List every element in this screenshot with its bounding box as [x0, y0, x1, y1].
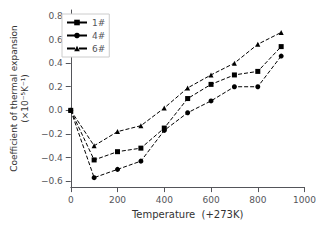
svg-text:1000: 1000: [293, 195, 316, 205]
svg-text:600: 600: [202, 195, 219, 205]
svg-text:4#: 4#: [92, 31, 105, 41]
svg-text:1#: 1#: [92, 18, 105, 28]
svg-text:0.8: 0.8: [48, 11, 63, 21]
svg-text:Temperature (+273K): Temperature (+273K): [131, 209, 244, 220]
svg-text:−0.6: −0.6: [41, 176, 63, 186]
svg-text:0.2: 0.2: [48, 82, 62, 92]
svg-text:800: 800: [249, 195, 266, 205]
svg-text:0.0: 0.0: [48, 105, 63, 115]
svg-text:0.6: 0.6: [48, 35, 63, 45]
svg-text:−0.2: −0.2: [41, 129, 63, 139]
svg-text:(×10⁻⁵K⁻¹): (×10⁻⁵K⁻¹): [20, 74, 30, 123]
svg-text:400: 400: [156, 195, 173, 205]
svg-text:Coefficient of thermal expansi: Coefficient of thermal expansion: [9, 25, 19, 172]
svg-text:−0.4: −0.4: [41, 153, 63, 163]
svg-text:6#: 6#: [92, 44, 105, 54]
svg-text:0: 0: [68, 195, 74, 205]
svg-text:0.4: 0.4: [48, 58, 63, 68]
svg-text:200: 200: [109, 195, 126, 205]
